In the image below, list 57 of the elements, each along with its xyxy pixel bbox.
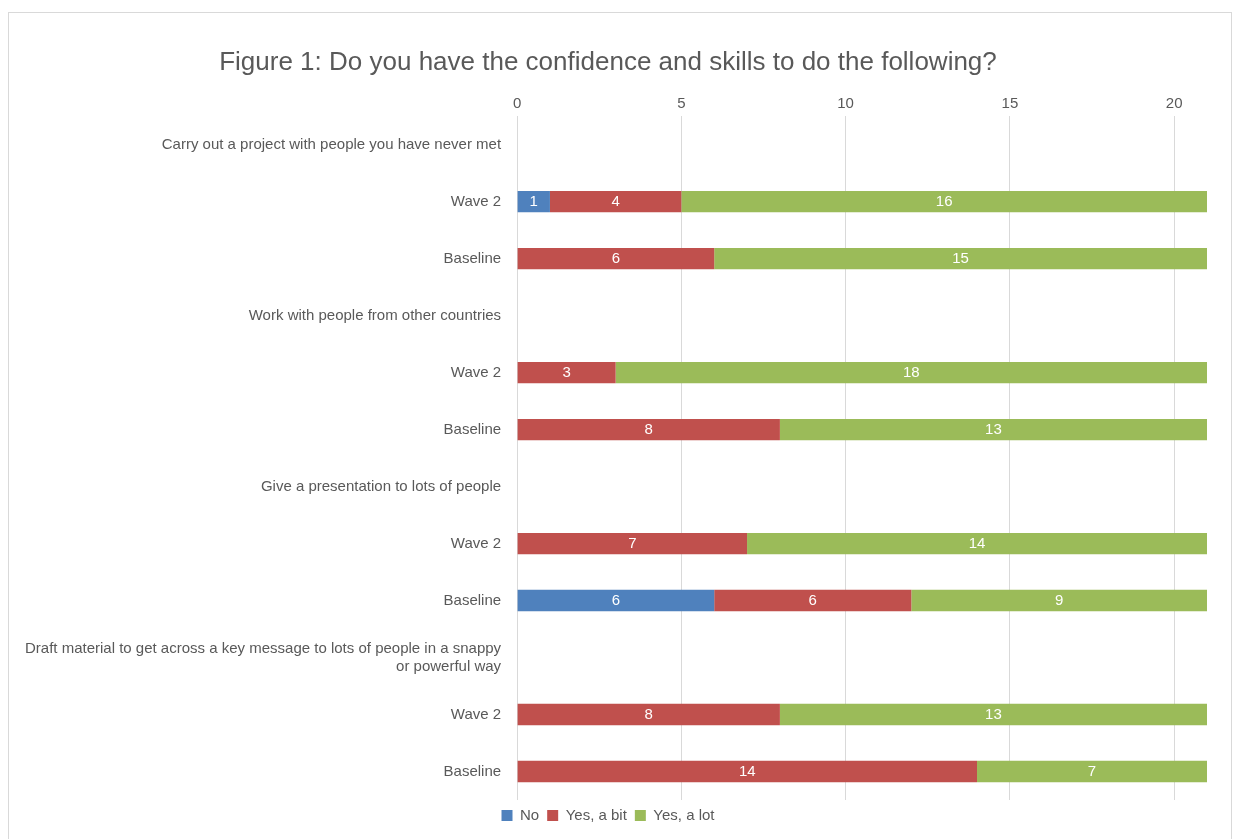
bar (714, 589, 912, 612)
data-label: 18 (902, 362, 920, 380)
data-label: 3 (562, 362, 571, 380)
data-label: 7 (1087, 761, 1097, 779)
data-label: 6 (808, 590, 817, 608)
y-tick-label: Carry out a project with people you have never met (161, 134, 502, 152)
x-tick-label: 0 (512, 94, 522, 112)
data-label: 14 (738, 761, 756, 779)
data-label: 9 (1054, 590, 1064, 608)
x-tick-label: 5 (677, 94, 686, 112)
y-tick-label: Work with people from other countries (248, 305, 502, 323)
data-label: 8 (644, 704, 653, 722)
data-label: 14 (968, 533, 986, 551)
y-tick-label: Wave 2 (450, 533, 502, 551)
data-label: 15 (952, 248, 969, 266)
y-tick-label: Wave 2 (450, 191, 502, 209)
bar (549, 190, 682, 213)
bar (911, 589, 1207, 612)
bar (615, 361, 1207, 384)
bar (517, 247, 715, 270)
x-tick-label: 10 (837, 94, 854, 112)
bar (517, 703, 780, 726)
legend-label: No (520, 805, 540, 823)
bar (517, 589, 715, 612)
data-label: 6 (611, 590, 621, 608)
x-tick-label: 20 (1165, 94, 1183, 112)
y-tick-label: Give a presentation to lots of people (260, 476, 502, 494)
y-tick-label: Baseline (443, 419, 502, 437)
data-label: 8 (644, 419, 653, 437)
bar (747, 532, 1207, 555)
data-label: 1 (529, 191, 538, 209)
data-label: 13 (985, 419, 1002, 437)
y-tick-label: Baseline (443, 761, 502, 779)
bar (517, 361, 616, 384)
y-tick-label: Baseline (443, 590, 502, 608)
bar (714, 247, 1207, 270)
bar (977, 760, 1207, 783)
data-label: 6 (611, 248, 621, 266)
data-label: 4 (611, 191, 620, 209)
bar (517, 532, 748, 555)
legend-label: Yes, a bit (565, 805, 628, 823)
chart-title: Figure 1: Do you have the confidence and skills to do the following? (219, 45, 997, 76)
bar (681, 190, 1207, 213)
data-label: 7 (628, 533, 637, 551)
data-label: 13 (985, 704, 1002, 722)
bar (779, 418, 1207, 441)
y-tick-label: Draft material to get across a key message to lots of people in a snappy or powerful way (24, 638, 502, 674)
bar (779, 703, 1207, 726)
bar (517, 760, 978, 783)
x-tick-label: 15 (1001, 94, 1019, 112)
y-tick-label: Wave 2 (450, 362, 502, 380)
y-tick-label: Baseline (443, 248, 502, 266)
y-tick-label: Wave 2 (450, 704, 502, 722)
bar (517, 190, 550, 213)
data-label: 16 (935, 191, 953, 209)
bar (517, 418, 780, 441)
legend-label: Yes, a lot (653, 805, 716, 823)
